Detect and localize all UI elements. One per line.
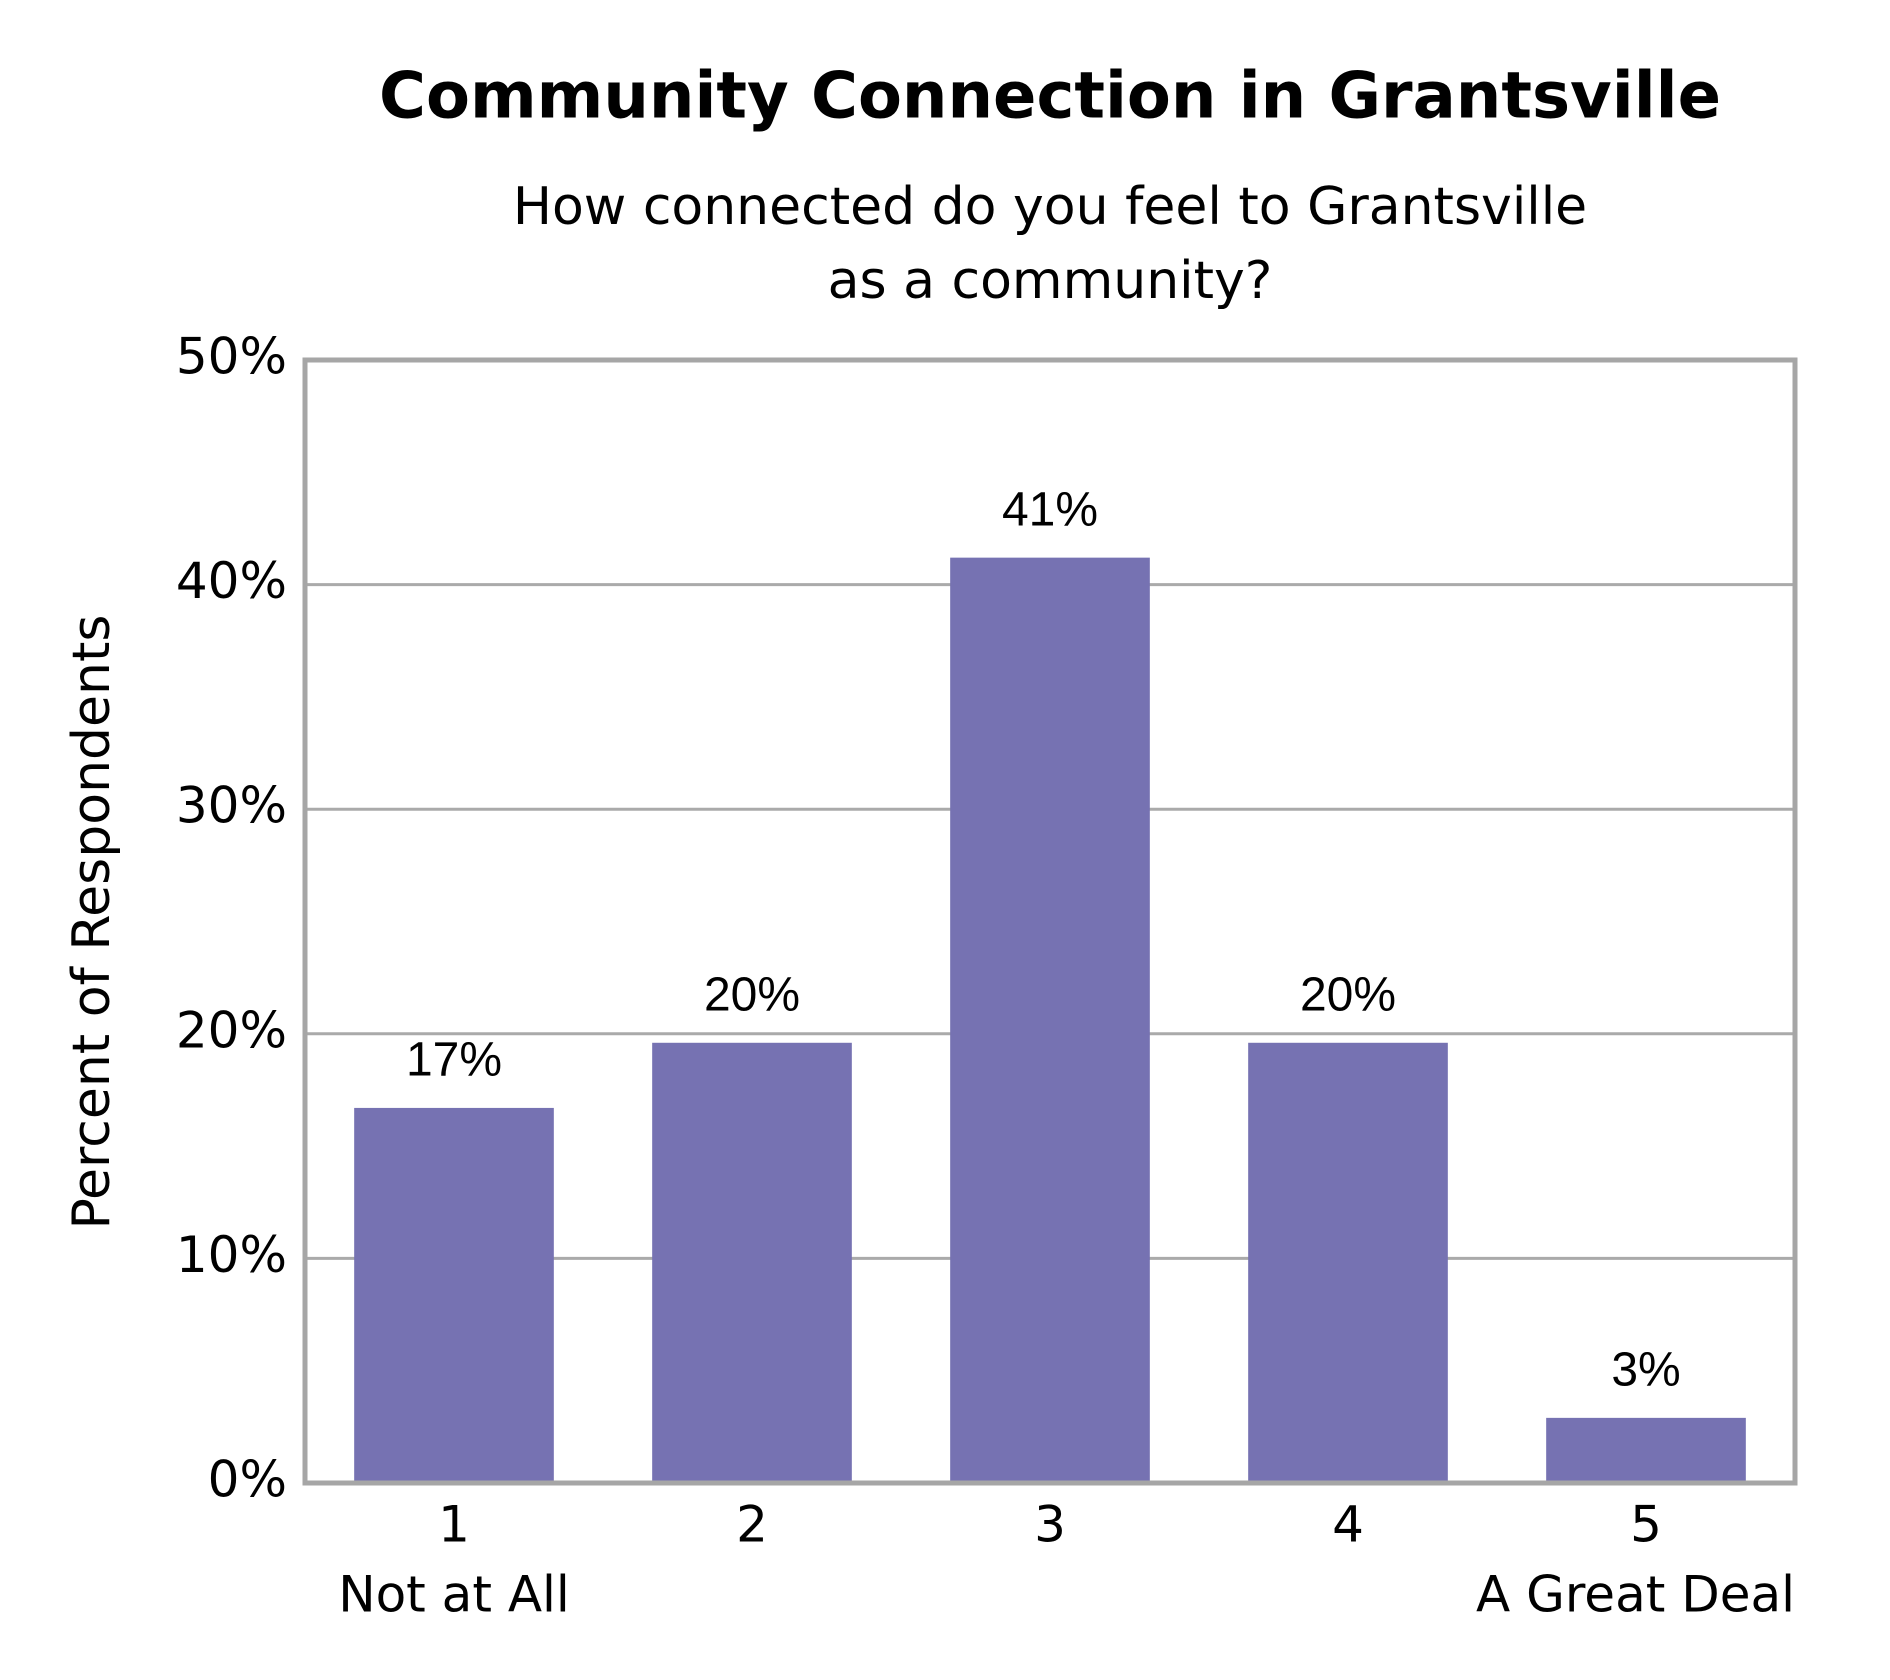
y-tick-label: 30% [176,777,287,835]
value-label: 20% [704,968,800,1021]
x-tick-sublabel: A Great Deal [1476,1566,1795,1624]
plot-frame [302,357,1798,1486]
x-tick-label: 2 [736,1496,768,1554]
x-tick-label: 5 [1630,1496,1662,1554]
chart-subtitle: How connected do you feel to Grantsville [513,177,1587,237]
y-tick-label: 50% [176,328,287,386]
x-tick-label: 1 [438,1496,470,1554]
bar [1546,1417,1746,1483]
chart-subtitle: as a community? [828,251,1273,311]
value-label: 17% [406,1034,502,1087]
y-tick-label: 40% [176,552,287,610]
x-tick-label: 3 [1034,1496,1066,1554]
bar [354,1107,554,1483]
bar [652,1042,852,1483]
x-tick-label: 4 [1332,1496,1364,1554]
y-axis-label: Percent of Respondents [62,615,122,1230]
value-label: 20% [1300,968,1396,1021]
value-label: 41% [1002,483,1098,536]
chart-title: Community Connection in Grantsville [379,60,1721,134]
value-label: 3% [1611,1344,1680,1397]
x-tick-sublabel: Not at All [338,1566,570,1624]
bar [950,557,1150,1483]
y-tick-label: 10% [176,1226,287,1284]
y-tick-label: 0% [208,1451,287,1509]
y-tick-label: 20% [176,1001,287,1059]
bar [1248,1042,1448,1483]
